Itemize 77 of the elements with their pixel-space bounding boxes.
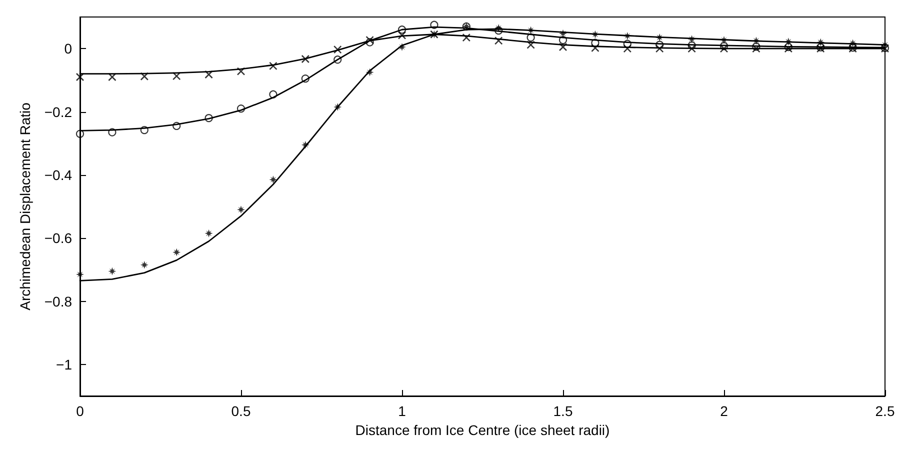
point — [655, 44, 664, 53]
point — [334, 103, 342, 112]
point — [656, 40, 664, 49]
point — [848, 39, 857, 48]
point — [236, 104, 246, 113]
point — [688, 41, 696, 50]
point — [526, 26, 535, 34]
point — [591, 38, 600, 47]
point — [269, 90, 278, 98]
point — [720, 44, 728, 53]
point — [334, 56, 342, 64]
point — [108, 128, 116, 136]
point — [301, 140, 310, 149]
point — [558, 42, 568, 52]
y-tick-label: −1 — [56, 356, 72, 372]
y-axis-title: Archimedean Displacement Ratio — [17, 102, 33, 310]
point — [204, 229, 213, 238]
point — [76, 130, 84, 138]
x-tick-label: 2 — [720, 403, 728, 419]
point — [752, 42, 760, 51]
point — [623, 40, 632, 48]
point — [269, 62, 278, 70]
y-tick-label: 0 — [64, 40, 72, 57]
point — [204, 70, 213, 79]
point — [494, 36, 503, 45]
point — [108, 267, 116, 276]
point — [333, 45, 342, 54]
point — [559, 29, 567, 38]
point — [366, 68, 374, 76]
x-tick-label: 2.5 — [875, 403, 895, 419]
x-tick-label: 1.5 — [553, 403, 573, 419]
point — [140, 260, 148, 269]
point — [623, 32, 632, 40]
point — [140, 72, 149, 81]
point — [752, 44, 760, 53]
x-tick-label: 0 — [76, 403, 84, 419]
point — [237, 206, 245, 214]
point — [204, 114, 213, 122]
point — [591, 30, 600, 38]
x-axis-title: Distance from Ice Centre (ice sheet radii) — [355, 422, 610, 438]
y-tick-label: −0.4 — [44, 166, 72, 183]
point — [688, 35, 696, 44]
point — [76, 72, 84, 82]
point — [462, 33, 471, 42]
point — [269, 176, 278, 184]
y-tick-label: −0.6 — [44, 230, 72, 246]
x-tick-label: 1 — [398, 403, 406, 419]
point — [172, 72, 181, 80]
y-tick-label: −0.8 — [44, 293, 72, 310]
point — [140, 126, 148, 134]
x-tick-label: 0.5 — [231, 403, 251, 419]
point — [301, 54, 310, 64]
point — [591, 44, 600, 52]
point — [623, 44, 632, 53]
point — [558, 36, 568, 44]
point — [494, 24, 503, 32]
point — [526, 40, 535, 49]
point — [526, 33, 535, 42]
point — [398, 26, 406, 34]
point — [172, 248, 181, 256]
point — [366, 36, 374, 44]
point — [236, 67, 246, 76]
point — [688, 44, 696, 53]
point — [720, 36, 728, 44]
y-tick-label: −0.2 — [44, 104, 72, 120]
point — [301, 74, 310, 83]
point — [816, 38, 825, 46]
point — [108, 72, 116, 82]
point — [494, 26, 503, 35]
point — [752, 36, 760, 45]
point — [366, 38, 374, 46]
point — [398, 31, 406, 40]
point — [430, 20, 438, 29]
point — [784, 38, 792, 46]
point — [398, 43, 406, 52]
point — [172, 122, 181, 130]
point — [720, 42, 728, 50]
